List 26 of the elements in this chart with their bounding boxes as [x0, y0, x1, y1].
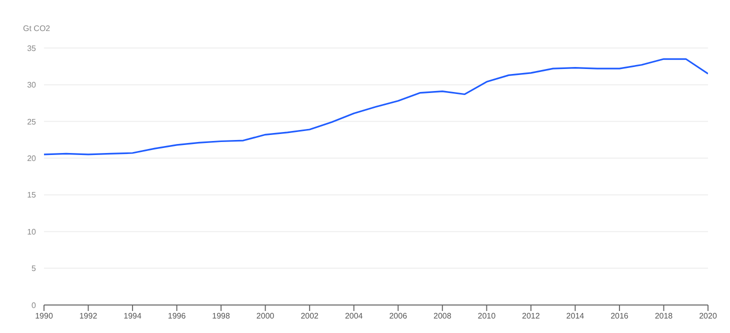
x-tick-label: 2008 [434, 312, 452, 321]
x-tick-label: 2000 [256, 312, 275, 321]
x-tick-label: 2014 [566, 312, 585, 321]
x-tick-label: 1996 [168, 312, 186, 321]
y-tick-label: 10 [27, 227, 37, 236]
x-tick-label: 2010 [478, 312, 496, 321]
y-tick-label: 15 [27, 190, 37, 200]
y-tick-label: 25 [27, 117, 37, 126]
x-tick-label: 1994 [124, 312, 142, 321]
x-tick-label: 1998 [212, 312, 231, 321]
x-tick-label: 2012 [522, 312, 540, 321]
x-tick-label: 1990 [35, 312, 54, 321]
x-tick-label: 2016 [610, 312, 629, 321]
x-tick-label: 2002 [300, 312, 320, 321]
x-tick-label: 2006 [389, 312, 408, 321]
line-series [44, 58, 708, 156]
x-tick-label: 2004 [344, 312, 364, 321]
y-tick-label: 35 [27, 44, 37, 53]
y-tick-label: 0 [32, 300, 37, 310]
y-axis-title: Gt CO2 [23, 24, 50, 33]
x-tick-label: 2020 [699, 312, 718, 321]
y-tick-label: 30 [27, 80, 37, 90]
y-tick-label: 5 [32, 264, 37, 274]
x-tick-label: 1992 [79, 312, 98, 321]
y-tick-label: 20 [27, 154, 37, 163]
x-tick-label: 2018 [654, 312, 674, 321]
